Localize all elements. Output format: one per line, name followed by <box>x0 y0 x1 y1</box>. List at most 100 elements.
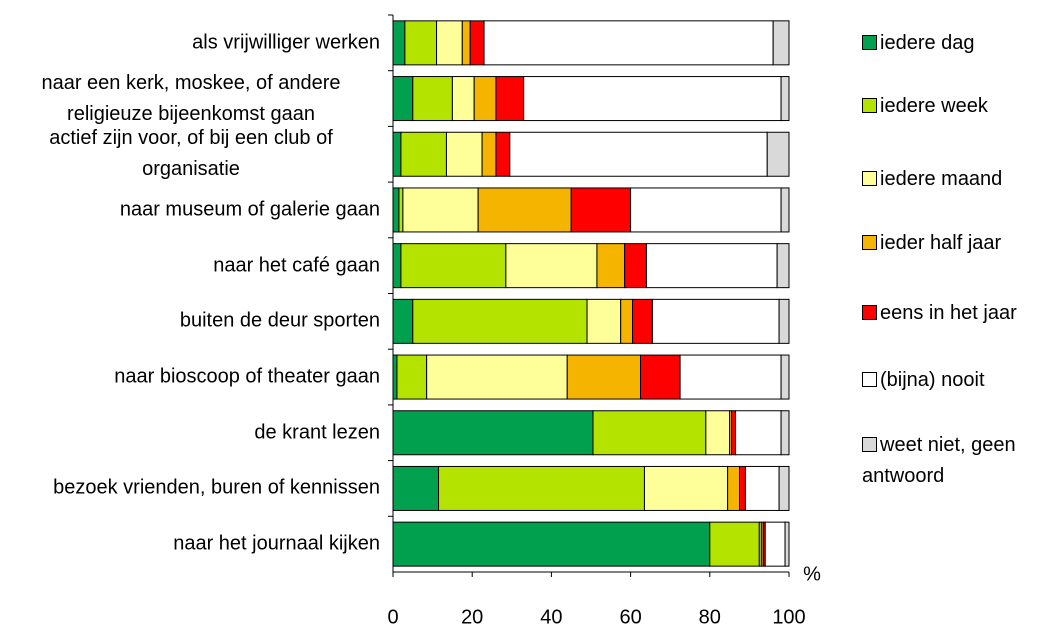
legend-item: eens in het jaar <box>862 298 1048 329</box>
legend-item: weet niet, geen antwoord <box>862 430 1048 492</box>
category-label: naar het café gaan <box>213 254 380 277</box>
x-tick-label: 60 <box>619 606 641 624</box>
bar-segment <box>509 131 768 177</box>
bar-segment <box>643 465 729 511</box>
bar-segment <box>772 20 790 66</box>
legend-item: iedere week <box>862 91 1048 122</box>
bar-segment <box>764 521 786 567</box>
bar-segment <box>398 187 404 233</box>
bar-segment <box>483 20 774 66</box>
legend-item: ieder half jaar <box>862 228 1048 259</box>
bar-segment <box>477 187 572 233</box>
legend-label: iedere maand <box>880 168 1003 190</box>
bar-segment <box>679 354 782 400</box>
bar-segment <box>727 465 740 511</box>
bar-segment <box>473 76 497 122</box>
bar-segment <box>396 354 428 400</box>
legend-label: iedere dag <box>880 32 975 54</box>
category-label: naar museum of galerie gaan <box>119 198 380 221</box>
bar-segment <box>705 410 731 456</box>
bar-segment <box>744 465 780 511</box>
bar-segment <box>731 410 737 456</box>
bar-segment <box>445 131 483 177</box>
bar-segment <box>784 521 790 567</box>
bar-segment <box>400 131 447 177</box>
category-label: buiten de deur sporten <box>179 309 380 332</box>
bar-segment <box>632 298 653 344</box>
legend-label: eens in het jaar <box>880 302 1017 324</box>
bar-segment <box>778 298 790 344</box>
bar-segment <box>402 187 479 233</box>
bar-segment <box>505 243 598 289</box>
bar-segment <box>404 20 438 66</box>
legend-label: ieder half jaar <box>880 232 1002 254</box>
bar-segment <box>495 131 511 177</box>
legend-swatch <box>862 305 877 320</box>
bar-segment <box>780 187 790 233</box>
bar-segment <box>438 465 645 511</box>
bar-segment <box>392 20 406 66</box>
bar-segment <box>495 76 525 122</box>
bar-segment <box>400 243 507 289</box>
bar-segment <box>392 354 398 400</box>
bar-segment <box>392 465 440 511</box>
category-label: bezoek vrienden, buren of kennissen <box>53 476 380 499</box>
bar-segment <box>651 298 780 344</box>
x-tick-label: 40 <box>540 606 562 624</box>
legend-label: iedere week <box>880 95 988 117</box>
category-label: actief zijn voor, of bij een club of org… <box>49 127 333 181</box>
x-axis-label: % <box>803 563 821 585</box>
bar-segment <box>780 410 790 456</box>
bar-segment <box>780 354 790 400</box>
bar-segment <box>778 465 790 511</box>
bar-segment <box>523 76 782 122</box>
category-label: naar een kerk, moskee, of andere religie… <box>41 71 341 125</box>
bar-segment <box>640 354 681 400</box>
bar-segment <box>392 521 711 567</box>
bar-segment <box>481 131 497 177</box>
legend-item: iedere dag <box>862 28 1048 59</box>
legend-swatch <box>862 98 877 113</box>
bar-segment <box>776 243 790 289</box>
bar-segment <box>624 243 647 289</box>
bar-segment <box>709 521 760 567</box>
bar-segment <box>630 187 782 233</box>
bar-segment <box>392 131 402 177</box>
bar-segment <box>566 354 641 400</box>
bar-segment <box>645 243 778 289</box>
category-label: naar het journaal kijken <box>173 532 380 555</box>
x-tick-label: 80 <box>699 606 721 624</box>
bar-segment <box>392 298 414 344</box>
bar-segment <box>780 76 790 122</box>
bar-segment <box>570 187 632 233</box>
bar-segment <box>392 243 402 289</box>
legend-label: weet niet, geen antwoord <box>862 434 1016 487</box>
legend-label: (bijna) nooit <box>880 369 985 391</box>
bar-segment <box>451 76 475 122</box>
legend-swatch <box>862 372 877 387</box>
legend-item: iedere maand <box>862 164 1048 195</box>
bar-segment <box>436 20 463 66</box>
bar-segment <box>592 410 707 456</box>
legend-swatch <box>862 171 877 186</box>
bar-segment <box>426 354 568 400</box>
x-tick-label: 20 <box>461 606 483 624</box>
bar-segment <box>766 131 790 177</box>
legend-swatch <box>862 35 877 50</box>
bar-segment <box>596 243 626 289</box>
bar-segment <box>392 76 414 122</box>
legend-item: (bijna) nooit <box>862 365 1048 396</box>
bar-segment <box>392 410 594 456</box>
category-label: naar bioscoop of theater gaan <box>114 365 380 388</box>
bar-segment <box>739 465 746 511</box>
category-label: als vrijwilliger werken <box>192 31 380 54</box>
bar-segment <box>392 187 400 233</box>
bar-segment <box>461 20 471 66</box>
legend-swatch <box>862 437 877 452</box>
category-label: de krant lezen <box>254 421 380 444</box>
bar-segment <box>735 410 782 456</box>
x-tick-label: 0 <box>387 606 398 624</box>
x-tick-label: 100 <box>772 606 805 624</box>
